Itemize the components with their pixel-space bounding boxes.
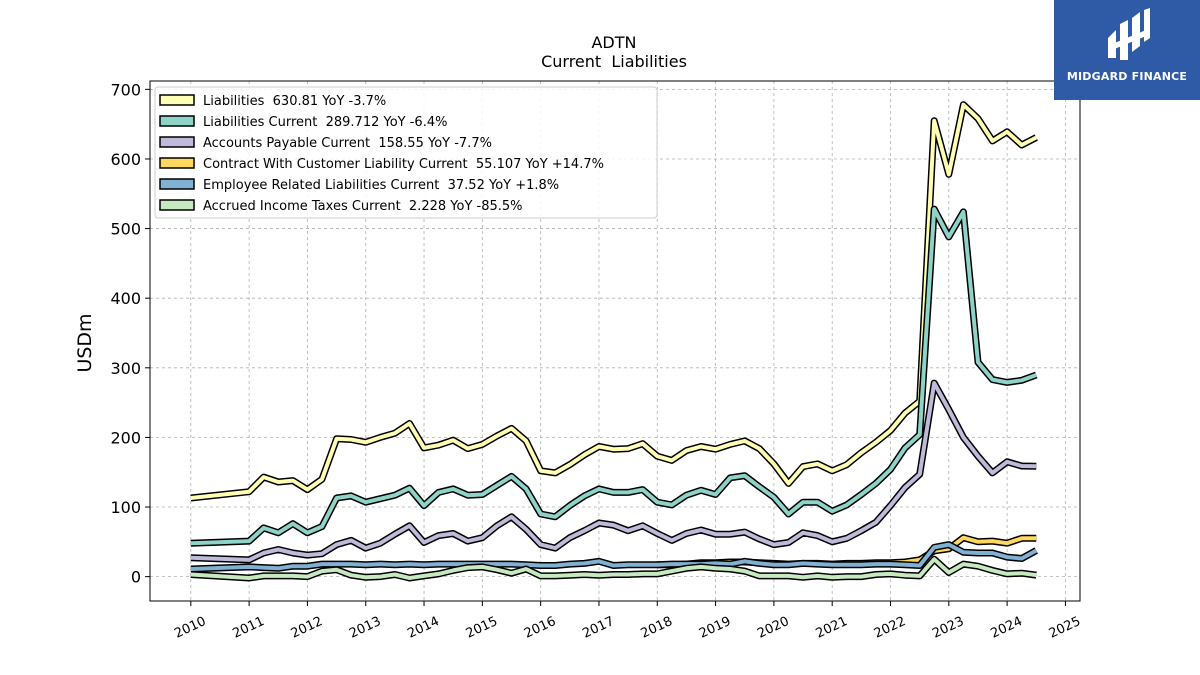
y-tick-label: 200 [110,428,141,447]
chart-subtitle: Current Liabilities [541,52,687,71]
chart-title: ADTN [591,33,636,52]
x-tick-label: 2016 [522,614,558,642]
legend-label-5: Accrued Income Taxes Current 2.228 YoY -… [203,199,523,214]
x-tick-label: 2014 [405,614,441,642]
y-tick-label: 600 [110,150,141,169]
legend-label-2: Accounts Payable Current 158.55 YoY -7.7… [203,136,492,151]
legend-swatch-4 [159,178,195,190]
legend-label-1: Liabilities Current 289.712 YoY -6.4% [203,115,447,130]
plot-frame [149,80,1081,602]
brand-logo: MIDGARD FINANCE [1054,0,1200,100]
y-tick-label: 700 [110,80,141,99]
legend-label-4: Employee Related Liabilities Current 37.… [203,178,559,193]
logo-text: MIDGARD FINANCE [1066,70,1188,83]
x-tick-label: 2012 [289,614,325,642]
x-tick-label: 2025 [1047,614,1083,642]
series-line-2 [190,381,1037,562]
x-tick-label: 2023 [930,614,966,642]
y-axis-label: USDm [74,313,96,372]
legend-swatch-5 [159,199,195,211]
x-tick-label: 2013 [347,614,383,642]
legend-swatch-0 [159,94,195,106]
series-line-4 [190,542,1038,571]
legend-swatch-1 [159,115,195,127]
series-line-0 [190,102,1038,500]
legend-swatch-3 [159,157,195,169]
series-line-1 [190,207,1037,546]
legend-label-0: Liabilities 630.81 YoY -3.7% [203,94,386,109]
x-tick-label: 2020 [755,614,791,642]
series-layer [190,101,1038,582]
legend: Liabilities 630.81 YoY -3.7% Liabilities … [154,86,658,219]
logo-mark-icon [1108,8,1150,60]
x-tick-label: 2024 [988,614,1024,642]
legend-swatch-2 [159,136,195,148]
x-tick-label: 2017 [580,614,616,642]
legend-label-3: Contract With Customer Liability Current… [203,157,604,172]
y-tick-label: 500 [110,220,141,239]
x-tick-label: 2010 [172,614,208,642]
series-line-5 [190,557,1037,580]
x-tick-label: 2015 [464,614,500,642]
x-tick-label: 2018 [639,614,675,642]
y-tick-label: 100 [110,498,141,517]
x-tick-label: 2022 [872,614,908,642]
legend-box [154,86,658,219]
x-tick-label: 2011 [230,614,266,642]
x-tick-label: 2019 [697,614,733,642]
x-tick-label: 2021 [814,614,850,642]
y-tick-label: 300 [110,359,141,378]
y-tick-label: 0 [131,568,141,587]
y-tick-label: 400 [110,289,141,308]
